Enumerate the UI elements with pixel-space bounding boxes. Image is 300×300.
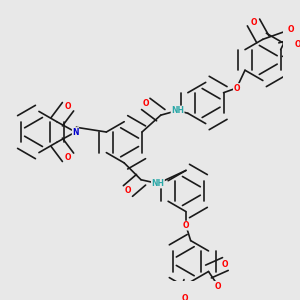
- Text: NH: NH: [152, 179, 164, 188]
- Text: O: O: [65, 153, 71, 162]
- Text: O: O: [287, 25, 294, 34]
- Text: O: O: [250, 18, 257, 27]
- Text: O: O: [65, 102, 71, 111]
- Text: O: O: [294, 40, 300, 50]
- Text: O: O: [125, 187, 131, 196]
- Text: O: O: [183, 221, 189, 230]
- Text: NH: NH: [171, 106, 184, 115]
- Text: N: N: [72, 128, 79, 136]
- Text: O: O: [233, 83, 240, 92]
- Text: O: O: [182, 294, 188, 300]
- Text: O: O: [222, 260, 229, 268]
- Text: O: O: [215, 281, 222, 290]
- Text: O: O: [142, 99, 149, 108]
